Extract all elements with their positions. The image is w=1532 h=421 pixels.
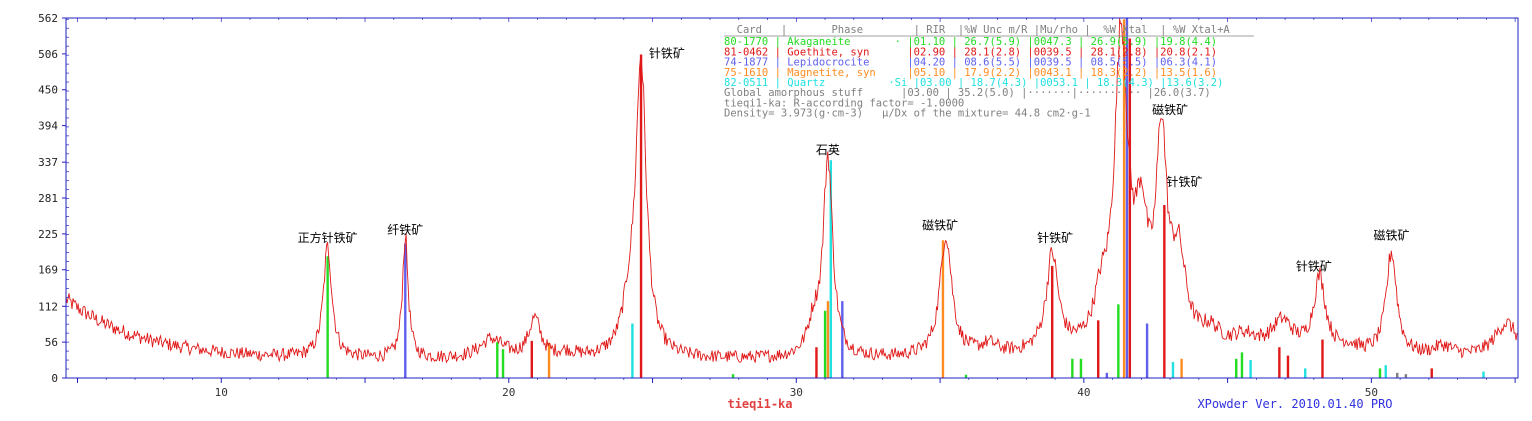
peak-label: 针铁矿 bbox=[1296, 258, 1332, 273]
software-version-label: XPowder Ver. 2010.01.40 PRO bbox=[1197, 397, 1392, 411]
stick-akaganeite bbox=[964, 374, 968, 378]
stick-magnetite bbox=[941, 240, 945, 378]
legend-extra-line: Global amorphous stuff |03.00 | 35.2(5.0… bbox=[724, 87, 1211, 99]
y-tick-label: 562 bbox=[38, 12, 58, 25]
stick-magnetite bbox=[1180, 358, 1183, 378]
stick-lepidocrocite bbox=[404, 243, 407, 378]
stick-goethite bbox=[1278, 347, 1281, 378]
phase-legend-table: Card | Phase | RIR |%W Unc m/R |Mu/rho |… bbox=[724, 24, 1254, 120]
stick-akaganeite bbox=[1378, 368, 1382, 378]
y-tick-label: 281 bbox=[38, 192, 58, 205]
stick-akaganeite bbox=[731, 374, 735, 378]
stick-akaganeite bbox=[1235, 358, 1238, 378]
peak-label: 正方针铁矿 bbox=[298, 230, 358, 245]
peak-label: 磁铁矿 bbox=[922, 217, 958, 232]
legend-extra-line: Density= 3.973(g·cm-3) μ/Dx of the mixtu… bbox=[724, 108, 1091, 120]
y-tick-label: 112 bbox=[38, 300, 58, 313]
stick-magnetite bbox=[1122, 19, 1126, 379]
peak-label: 纤铁矿 bbox=[387, 223, 423, 237]
stick-magnetite bbox=[826, 301, 830, 378]
stick-lepidocrocite bbox=[1125, 18, 1129, 378]
stick-quartz bbox=[1384, 365, 1387, 378]
stick-other bbox=[1396, 372, 1399, 378]
stick-goethite bbox=[1430, 368, 1433, 378]
y-tick-label: 0 bbox=[51, 372, 58, 385]
legend-extra-line: tieqi1-ka: R-according factor= -1.0000 bbox=[724, 97, 964, 109]
legend-row-quartz: 82-0511 | Quartz ·Si |03.00 | 18.7(4.3) … bbox=[724, 77, 1223, 89]
stick-goethite bbox=[1286, 355, 1290, 378]
x-tick-label: 20 bbox=[502, 386, 515, 399]
peak-label: 石英 bbox=[816, 143, 840, 157]
peak-label: 针铁矿 bbox=[1166, 174, 1202, 189]
legend-row-lepidocrocite: 74-1877 | Lepidocrocite |04.20 | 08.6(5.… bbox=[724, 57, 1217, 69]
phase-stick-markers bbox=[326, 18, 1485, 379]
pattern-name-label: tieqi1-ka bbox=[727, 397, 792, 411]
legend-row-goethite: 81-0462 | Goethite, syn |02.90 | 28.1(2.… bbox=[724, 46, 1217, 58]
stick-quartz bbox=[1482, 371, 1485, 378]
stick-lepidocrocite bbox=[1105, 372, 1109, 378]
stick-akaganeite bbox=[326, 256, 329, 378]
y-tick-label: 450 bbox=[38, 84, 58, 97]
peak-label: 磁铁矿 bbox=[1373, 228, 1409, 243]
stick-akaganeite bbox=[1079, 358, 1083, 378]
stick-akaganeite bbox=[501, 349, 505, 378]
stick-other bbox=[1404, 374, 1408, 378]
stick-magnetite bbox=[547, 342, 551, 378]
stick-quartz bbox=[1171, 361, 1175, 378]
legend-row-akaganeite: 80-1770 | Akaganeite · |01.10 | 26.7(5.9… bbox=[724, 36, 1217, 48]
stick-lepidocrocite bbox=[1145, 323, 1149, 378]
stick-akaganeite bbox=[1240, 352, 1244, 378]
stick-akaganeite bbox=[823, 310, 827, 378]
profile-line bbox=[65, 18, 1518, 364]
peak-label: 磁铁矿 bbox=[1152, 102, 1188, 117]
diffraction-profile bbox=[65, 18, 1518, 364]
stick-lepidocrocite bbox=[841, 301, 844, 378]
legend-header: Card | Phase | RIR |%W Unc m/R |Mu/rho |… bbox=[724, 24, 1230, 36]
stick-goethite bbox=[1051, 265, 1054, 378]
x-tick-labels: 10 20 30 40 50 bbox=[215, 386, 1378, 399]
x-tick-label: 40 bbox=[1077, 386, 1090, 399]
stick-goethite bbox=[815, 347, 818, 378]
stick-goethite bbox=[1128, 38, 1132, 378]
stick-akaganeite bbox=[1117, 304, 1120, 378]
stick-goethite bbox=[1163, 205, 1166, 378]
stick-goethite bbox=[530, 340, 533, 378]
y-tick-label: 394 bbox=[38, 120, 58, 133]
stick-akaganeite bbox=[496, 342, 499, 378]
y-tick-label: 169 bbox=[38, 264, 58, 277]
stick-goethite bbox=[639, 54, 643, 379]
x-tick-label: 30 bbox=[790, 386, 803, 399]
stick-goethite bbox=[1321, 339, 1324, 378]
y-tick-label: 337 bbox=[38, 156, 58, 169]
stick-goethite bbox=[1097, 320, 1100, 378]
y-tick-label: 225 bbox=[38, 228, 58, 241]
stick-quartz bbox=[1249, 360, 1252, 378]
y-tick-labels: 0 56 112 169 225 281 337 394 450 506 562 bbox=[38, 12, 58, 385]
y-tick-label: 56 bbox=[45, 336, 58, 349]
x-tick-label: 50 bbox=[1365, 386, 1378, 399]
stick-akaganeite bbox=[1071, 358, 1074, 378]
peak-label: 针铁矿 bbox=[1037, 230, 1073, 245]
peak-label: 针铁矿 bbox=[649, 46, 685, 61]
stick-quartz bbox=[631, 323, 634, 378]
legend-row-magnetite: 75-1610 | Magnetite, syn |05.10 | 17.9(2… bbox=[724, 67, 1217, 79]
stick-quartz bbox=[829, 160, 833, 378]
chart-axes bbox=[62, 17, 1519, 383]
y-tick-label: 506 bbox=[38, 48, 58, 61]
x-tick-label: 10 bbox=[215, 386, 228, 399]
stick-quartz bbox=[1304, 368, 1307, 378]
